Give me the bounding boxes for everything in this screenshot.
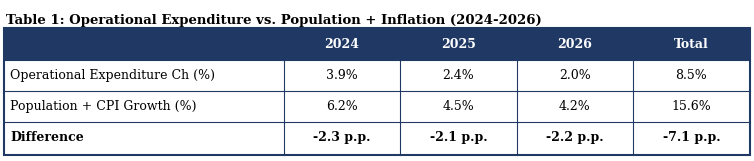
Text: 15.6%: 15.6% — [672, 100, 711, 113]
Text: Operational Expenditure Ch (%): Operational Expenditure Ch (%) — [10, 69, 215, 82]
Text: 2.0%: 2.0% — [559, 69, 590, 82]
Text: Difference: Difference — [10, 131, 84, 144]
Text: 2026: 2026 — [557, 38, 592, 51]
Text: Population + CPI Growth (%): Population + CPI Growth (%) — [10, 100, 197, 113]
Bar — [4, 91, 750, 122]
Bar — [4, 28, 750, 60]
Bar — [4, 60, 750, 91]
Text: Table 1: Operational Expenditure vs. Population + Inflation (2024-2026): Table 1: Operational Expenditure vs. Pop… — [6, 14, 542, 27]
Text: -2.3 p.p.: -2.3 p.p. — [313, 131, 371, 144]
Text: 4.2%: 4.2% — [559, 100, 590, 113]
Text: Total: Total — [674, 38, 709, 51]
Bar — [4, 28, 750, 155]
Text: 3.9%: 3.9% — [326, 69, 358, 82]
Text: 2.4%: 2.4% — [443, 69, 474, 82]
Text: 6.2%: 6.2% — [326, 100, 358, 113]
Text: 8.5%: 8.5% — [676, 69, 707, 82]
Bar — [4, 122, 750, 153]
Text: 2024: 2024 — [324, 38, 360, 51]
Text: -7.1 p.p.: -7.1 p.p. — [663, 131, 720, 144]
Text: 4.5%: 4.5% — [443, 100, 474, 113]
Text: -2.1 p.p.: -2.1 p.p. — [430, 131, 487, 144]
Text: -2.2 p.p.: -2.2 p.p. — [546, 131, 603, 144]
Text: 2025: 2025 — [441, 38, 476, 51]
